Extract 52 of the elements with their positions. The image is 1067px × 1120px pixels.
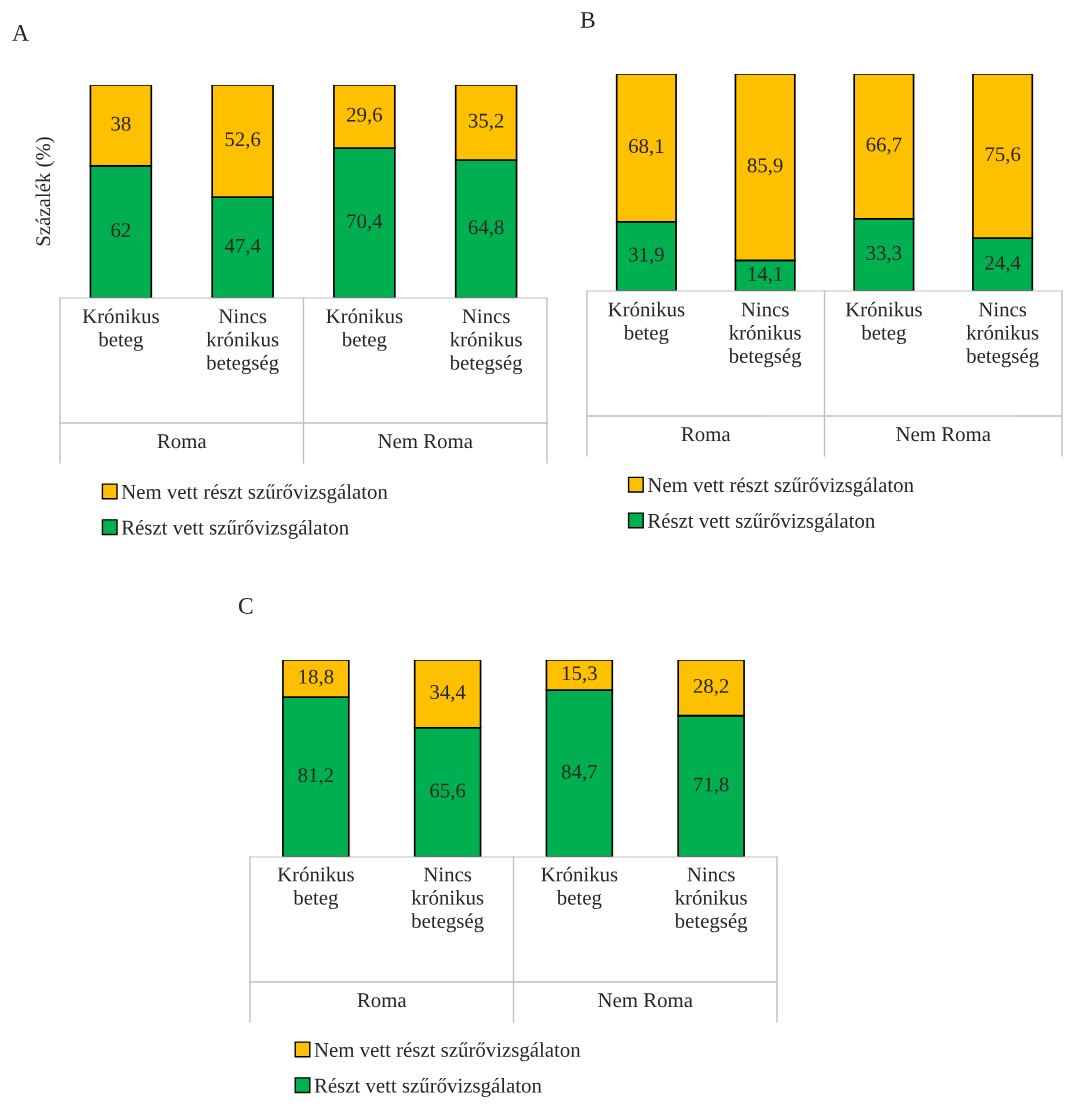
chart-title: C xyxy=(238,598,253,614)
legend-label: Nem vett részt szűrővizsgálaton xyxy=(647,477,914,497)
text: Roma xyxy=(357,993,407,1008)
x-tick-label: Nincs krónikus betegség xyxy=(728,302,802,368)
x-tick-label: Krónikus beteg xyxy=(82,308,159,351)
data-label: 35,2 xyxy=(468,113,504,131)
y-axis-title: Százalék (%) xyxy=(35,137,55,246)
data-label: 70,4 xyxy=(347,214,383,232)
x-tick-label: Nincs krónikus betegség xyxy=(674,867,748,933)
chart-title: B xyxy=(580,12,595,28)
text: Roma xyxy=(157,434,207,449)
data-label: 68,1 xyxy=(629,139,664,157)
legend-label: Részt vett szűrővizsgálaton xyxy=(314,1078,542,1097)
data-label: 84,7 xyxy=(561,764,598,782)
x-tick-label: Nincs krónikus betegség xyxy=(411,867,484,933)
data-label: 64,8 xyxy=(468,220,504,238)
data-label: 66,7 xyxy=(866,137,902,155)
data-label: 15,3 xyxy=(562,666,597,684)
x-tick-label: Krónikus beteg xyxy=(326,308,403,351)
legend-label: Nem vett részt szűrővizsgálaton xyxy=(121,484,388,504)
data-label: 47,4 xyxy=(224,238,261,256)
x-tick-label: Nincs krónikus betegség xyxy=(449,309,523,375)
text: Nem Roma xyxy=(598,993,693,1008)
data-label: 71,8 xyxy=(694,777,729,795)
x-tick-label: Krónikus beteg xyxy=(608,301,685,345)
data-label: 52,6 xyxy=(225,132,261,150)
data-label: 75,6 xyxy=(985,147,1021,165)
text: Nem Roma xyxy=(378,434,473,449)
data-label: 81,2 xyxy=(298,768,333,786)
x-tick-label: Krónikus beteg xyxy=(277,866,354,910)
legend-label: Nem vett részt szűrővizsgálaton xyxy=(314,1042,581,1062)
chart-title: A xyxy=(12,25,29,41)
data-label: 38 xyxy=(111,116,131,131)
data-label: 85,9 xyxy=(747,158,783,176)
data-label: 31,9 xyxy=(629,247,664,265)
legend-label: Részt vett szűrővizsgálaton xyxy=(647,513,875,533)
data-label: 29,6 xyxy=(347,107,382,125)
text: Nem Roma xyxy=(896,427,991,442)
data-label: 28,2 xyxy=(693,678,729,696)
data-label: 33,3 xyxy=(866,246,902,264)
data-label: 62 xyxy=(111,223,131,238)
legend-label: Részt vett szűrővizsgálaton xyxy=(121,519,349,539)
x-tick-label: Nincs krónikus betegség xyxy=(966,302,1039,368)
data-label: 14,1 xyxy=(748,266,783,284)
x-tick-label: Krónikus beteg xyxy=(845,301,922,345)
data-label: 24,4 xyxy=(985,255,1021,273)
data-label: 18,8 xyxy=(299,669,334,687)
x-tick-label: Nincs krónikus betegség xyxy=(206,309,279,375)
data-label: 65,6 xyxy=(430,783,466,801)
x-tick-label: Krónikus beteg xyxy=(541,866,618,910)
data-label: 34,4 xyxy=(430,685,466,703)
text: Roma xyxy=(681,427,731,442)
